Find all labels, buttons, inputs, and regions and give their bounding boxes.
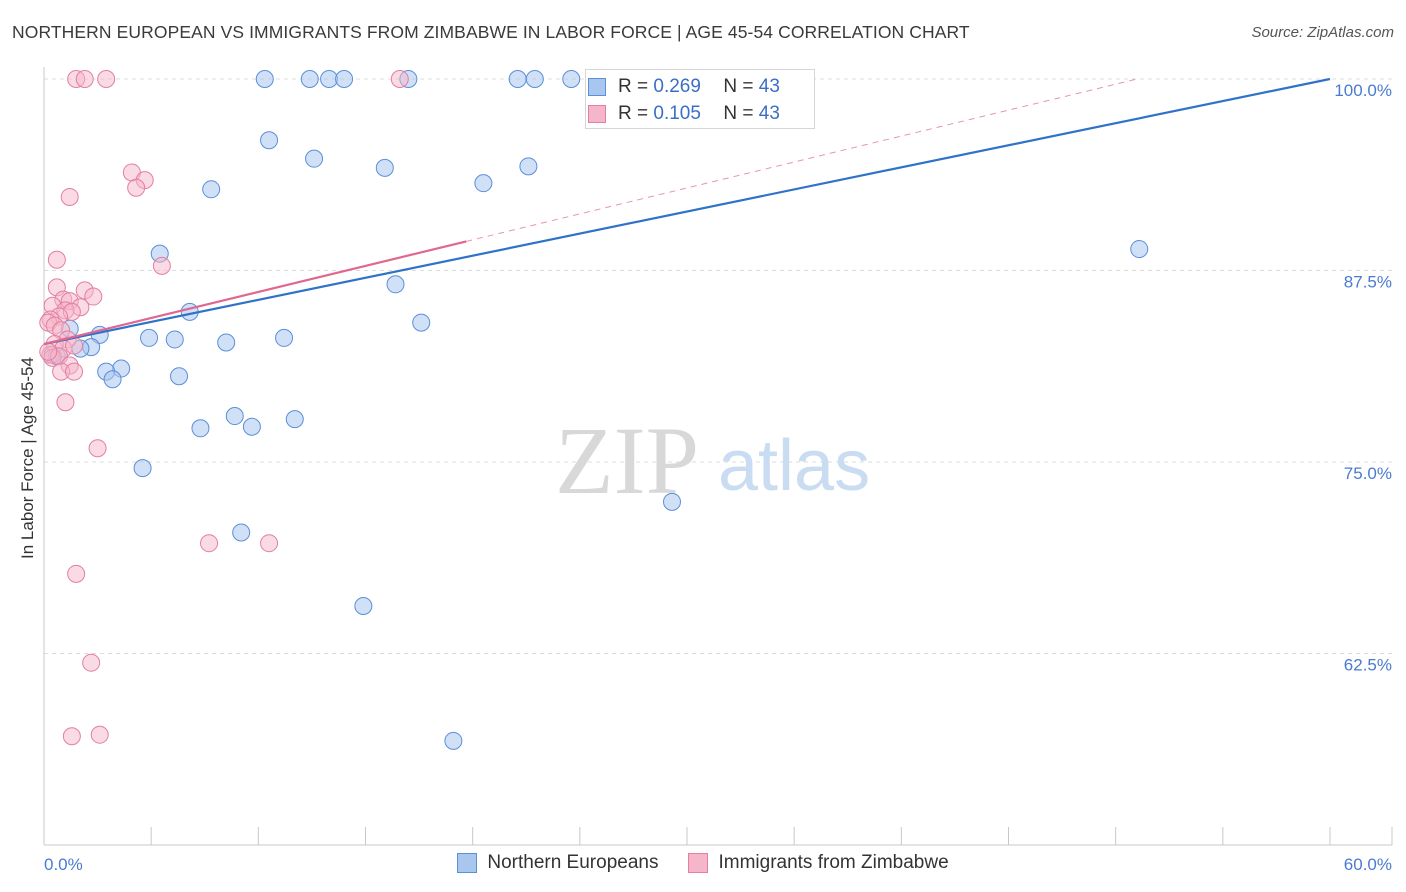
data-point-northern-european [525, 70, 544, 88]
data-point-zimbabwe [88, 439, 107, 458]
data-point-zimbabwe [62, 727, 81, 746]
data-point-northern-european [255, 70, 274, 88]
legend-item-zimbabwe[interactable]: Immigrants from Zimbabwe [688, 852, 949, 874]
data-point-northern-european [354, 597, 373, 616]
source-credit: Source: ZipAtlas.com [1251, 24, 1394, 41]
legend-item-northern-europeans[interactable]: Northern Europeans [457, 852, 658, 874]
data-point-northern-european [386, 275, 405, 294]
data-point-northern-european [412, 313, 431, 332]
data-point-northern-european [165, 330, 184, 349]
data-point-zimbabwe [75, 70, 94, 88]
data-point-northern-european [305, 149, 324, 168]
data-point-northern-european [508, 70, 527, 88]
data-point-northern-european [103, 370, 122, 389]
data-point-northern-european [1130, 240, 1149, 259]
y-tick-label: 62.5% [1344, 656, 1392, 675]
data-point-zimbabwe [67, 564, 86, 583]
legend-swatch-pink [588, 105, 606, 123]
data-point-northern-european [217, 333, 236, 352]
legend-r-value: 0.269 [653, 76, 701, 97]
chart-title: NORTHERN EUROPEAN VS IMMIGRANTS FROM ZIM… [12, 22, 970, 42]
legend-n-label: N = [723, 76, 754, 97]
legend-swatch-pink [688, 853, 709, 873]
data-point-northern-european [225, 407, 244, 426]
data-point-zimbabwe [47, 250, 66, 269]
legend-label: Northern Europeans [487, 852, 659, 873]
data-point-northern-european [140, 328, 159, 347]
data-point-northern-european [300, 70, 319, 88]
data-point-zimbabwe [56, 393, 75, 412]
y-tick-label: 87.5% [1344, 273, 1392, 292]
data-point-zimbabwe [260, 534, 279, 553]
data-point-northern-european [335, 70, 354, 88]
stats-legend: R = 0.269 N = 43 R = 0.105 N = 43 [585, 69, 815, 129]
data-point-northern-european [285, 410, 304, 429]
data-point-northern-european [242, 417, 261, 436]
y-tick-label: 75.0% [1344, 464, 1392, 483]
legend-r-value: 0.105 [653, 103, 701, 124]
data-point-northern-european [170, 367, 189, 386]
series-legend: Northern Europeans Immigrants from Zimba… [0, 852, 1406, 874]
data-point-northern-european [662, 492, 681, 511]
data-point-zimbabwe [90, 725, 109, 744]
data-point-northern-european [444, 731, 463, 750]
legend-row-zimbabwe: R = 0.105 N = 43 [586, 101, 780, 127]
data-point-zimbabwe [39, 342, 58, 361]
legend-n-value: 43 [758, 76, 780, 97]
data-point-zimbabwe [127, 178, 146, 197]
data-point-northern-european [275, 328, 294, 347]
x-tick-label: 0.0% [44, 855, 83, 874]
data-point-zimbabwe [200, 534, 219, 553]
legend-r-label: R = [618, 103, 649, 124]
data-point-northern-european [320, 70, 339, 88]
data-point-zimbabwe [65, 362, 84, 381]
data-point-zimbabwe [97, 70, 116, 88]
data-point-northern-european [562, 70, 581, 88]
legend-row-northern-europeans: R = 0.269 N = 43 [586, 74, 780, 100]
data-point-zimbabwe [84, 287, 103, 306]
data-point-zimbabwe [390, 70, 409, 88]
legend-label: Immigrants from Zimbabwe [718, 852, 949, 873]
y-tick-label: 100.0% [1334, 81, 1392, 100]
x-tick-label: 60.0% [1344, 855, 1392, 874]
legend-swatch-blue [457, 853, 478, 873]
watermark-atlas: atlas [718, 426, 870, 506]
data-point-northern-european [375, 158, 394, 177]
legend-swatch-blue [588, 78, 606, 96]
data-point-northern-european [474, 174, 493, 193]
data-point-northern-european [519, 157, 538, 176]
trendline-northern-europeans [43, 77, 1331, 346]
data-point-northern-european [260, 131, 279, 150]
legend-n-label: N = [723, 103, 754, 124]
trendline-zimbabwe [43, 240, 467, 346]
data-point-zimbabwe [60, 187, 79, 206]
data-point-zimbabwe [82, 653, 101, 672]
data-point-zimbabwe [152, 256, 171, 275]
legend-n-value: 43 [758, 103, 780, 124]
data-point-northern-european [191, 419, 210, 438]
data-point-northern-european [133, 459, 152, 478]
data-point-northern-european [202, 180, 221, 199]
legend-r-label: R = [618, 76, 649, 97]
data-point-northern-european [232, 523, 251, 542]
trendline-zimbabwe-extended [466, 78, 1138, 242]
